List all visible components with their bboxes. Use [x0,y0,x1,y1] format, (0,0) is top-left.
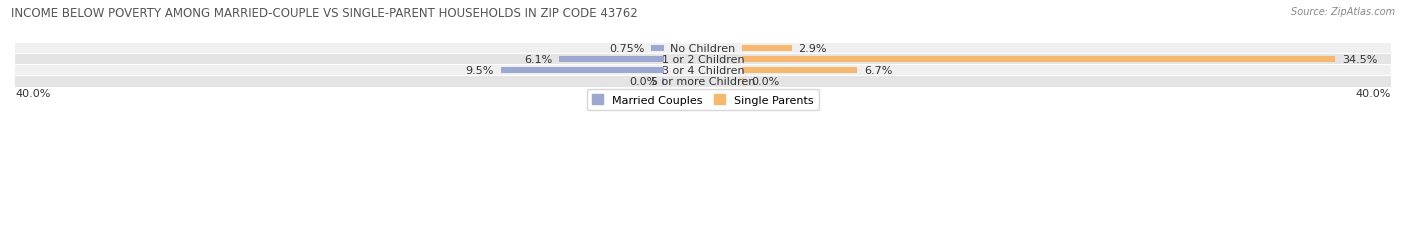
Text: 40.0%: 40.0% [1355,88,1391,98]
Bar [742,79,744,85]
Bar [651,46,664,52]
Text: 0.0%: 0.0% [751,77,779,87]
Text: 9.5%: 9.5% [465,66,494,76]
Text: 3 or 4 Children: 3 or 4 Children [662,66,744,76]
Text: Source: ZipAtlas.com: Source: ZipAtlas.com [1291,7,1395,17]
Bar [742,57,1336,63]
Text: 40.0%: 40.0% [15,88,51,98]
Bar [662,79,664,85]
Text: 2.9%: 2.9% [799,44,827,54]
Bar [15,44,1391,54]
Text: 0.75%: 0.75% [609,44,644,54]
Text: 6.7%: 6.7% [863,66,893,76]
Bar [15,77,1391,87]
Bar [742,68,856,74]
Text: 5 or more Children: 5 or more Children [651,77,755,87]
Text: No Children: No Children [671,44,735,54]
Bar [15,66,1391,76]
Bar [15,55,1391,65]
Text: 0.0%: 0.0% [628,77,658,87]
Text: 1 or 2 Children: 1 or 2 Children [662,55,744,65]
Text: INCOME BELOW POVERTY AMONG MARRIED-COUPLE VS SINGLE-PARENT HOUSEHOLDS IN ZIP COD: INCOME BELOW POVERTY AMONG MARRIED-COUPL… [11,7,638,20]
Text: 6.1%: 6.1% [524,55,553,65]
Bar [560,57,664,63]
Legend: Married Couples, Single Parents: Married Couples, Single Parents [586,89,820,111]
Bar [742,46,792,52]
Bar [501,68,664,74]
Text: 34.5%: 34.5% [1341,55,1378,65]
